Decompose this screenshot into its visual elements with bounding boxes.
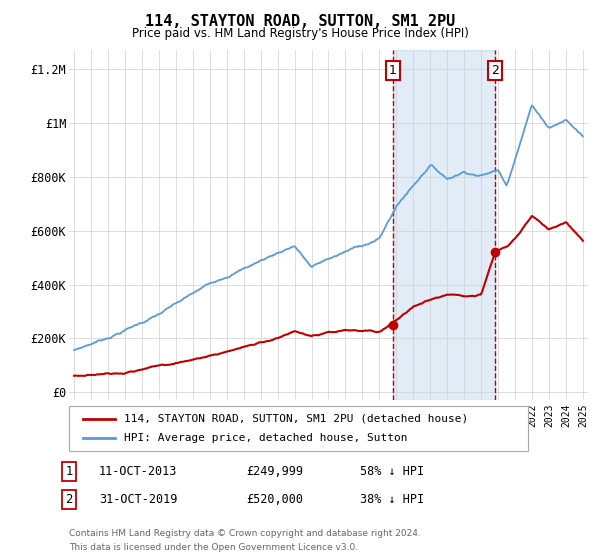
Bar [392,50,495,400]
Text: 2: 2 [491,64,499,77]
Text: 114, STAYTON ROAD, SUTTON, SM1 2PU: 114, STAYTON ROAD, SUTTON, SM1 2PU [145,14,455,29]
Text: 31-OCT-2019: 31-OCT-2019 [99,493,178,506]
Text: 2: 2 [65,493,73,506]
Text: 38% ↓ HPI: 38% ↓ HPI [360,493,424,506]
Text: 58% ↓ HPI: 58% ↓ HPI [360,465,424,478]
Text: 1: 1 [65,465,73,478]
Text: 1: 1 [389,64,397,77]
Text: 114, STAYTON ROAD, SUTTON, SM1 2PU (detached house): 114, STAYTON ROAD, SUTTON, SM1 2PU (deta… [124,413,469,423]
Text: HPI: Average price, detached house, Sutton: HPI: Average price, detached house, Sutt… [124,433,407,444]
Text: £520,000: £520,000 [246,493,303,506]
Text: £249,999: £249,999 [246,465,303,478]
FancyBboxPatch shape [69,406,528,451]
Text: Price paid vs. HM Land Registry's House Price Index (HPI): Price paid vs. HM Land Registry's House … [131,27,469,40]
Text: Contains HM Land Registry data © Crown copyright and database right 2024.: Contains HM Land Registry data © Crown c… [69,529,421,538]
Text: 11-OCT-2013: 11-OCT-2013 [99,465,178,478]
Text: This data is licensed under the Open Government Licence v3.0.: This data is licensed under the Open Gov… [69,543,358,552]
